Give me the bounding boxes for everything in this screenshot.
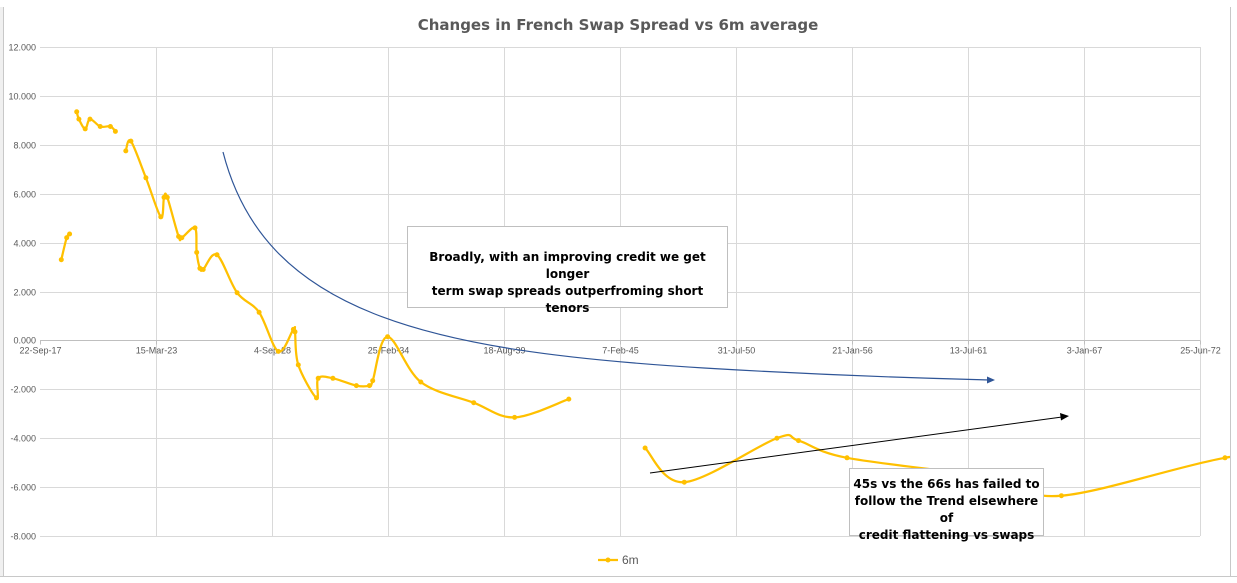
annotation-45s-line-2: follow the Trend elsewhere of: [854, 494, 1039, 525]
data-point[interactable]: [158, 214, 164, 220]
data-point[interactable]: [58, 257, 64, 263]
x-tick-label: 15-Mar-23: [136, 346, 178, 356]
x-tick-label: 13-Jul-61: [950, 346, 988, 356]
data-point[interactable]: [87, 116, 93, 122]
data-point[interactable]: [194, 249, 200, 255]
annotation-box-credit: Broadly, with an improving credit we get…: [407, 226, 728, 315]
data-point[interactable]: [123, 148, 129, 154]
annotation-45s-line-1: 45s vs the 66s has failed to: [853, 477, 1040, 491]
flattening-trend-arrowhead: [1060, 413, 1069, 421]
x-tick-label: 25-Feb-34: [368, 346, 410, 356]
legend-label-6m: 6m: [622, 553, 639, 567]
x-tick-label: 4-Sep-28: [254, 346, 291, 356]
trend-curve-arrowhead: [987, 376, 995, 384]
data-point[interactable]: [330, 375, 336, 381]
data-point[interactable]: [82, 126, 88, 132]
x-tick-label: 31-Jul-50: [718, 346, 756, 356]
y-tick-label: 4.000: [13, 239, 36, 249]
chart-area[interactable]: Changes in French Swap Spread vs 6m aver…: [4, 7, 1230, 576]
data-point[interactable]: [681, 479, 687, 485]
data-point[interactable]: [200, 267, 206, 272]
x-tick-label: 7-Feb-45: [602, 346, 639, 356]
improving-credit-trend-curve: [222, 151, 991, 381]
data-point[interactable]: [471, 400, 477, 406]
data-point[interactable]: [256, 309, 262, 315]
data-point[interactable]: [64, 235, 70, 241]
data-point[interactable]: [128, 138, 134, 144]
data-point[interactable]: [1222, 455, 1228, 461]
data-point[interactable]: [292, 329, 298, 335]
data-point[interactable]: [370, 378, 376, 384]
data-point[interactable]: [76, 116, 82, 122]
flattening-trend-arrow: [649, 416, 1063, 474]
data-point[interactable]: [192, 225, 198, 231]
annotation-45s-line-3: credit flattening vs swaps: [858, 528, 1035, 542]
y-tick-label: 12.000: [8, 43, 36, 53]
data-point[interactable]: [74, 109, 80, 115]
spreadsheet-left-column: [0, 7, 4, 576]
data-point[interactable]: [164, 194, 170, 200]
axis-layer: 12.000 10.000 8.000 6.000 4.000 2.000 0.000 -2.…: [8, 43, 1220, 542]
y-tick-label: -6.000: [10, 483, 36, 493]
data-point[interactable]: [385, 334, 391, 340]
x-tick-label: 22-Sep-17: [19, 346, 61, 356]
y-tick-label: 6.000: [13, 190, 36, 200]
trend-layer: [222, 151, 1069, 474]
data-point[interactable]: [214, 252, 220, 258]
data-point[interactable]: [353, 383, 359, 389]
data-point[interactable]: [315, 375, 321, 381]
x-tick-label: 25-Jun-72: [1180, 346, 1221, 356]
y-tick-label: 2.000: [13, 288, 36, 298]
data-point[interactable]: [112, 128, 118, 134]
data-point[interactable]: [774, 435, 780, 441]
data-point[interactable]: [796, 438, 801, 444]
annotation-credit-line-2: term swap spreads outperfroming short te…: [431, 284, 704, 315]
data-point[interactable]: [1058, 493, 1064, 499]
y-tick-label: -8.000: [10, 532, 36, 542]
data-point[interactable]: [234, 290, 240, 296]
y-tick-label: 8.000: [13, 141, 36, 151]
chart-title: Changes in French Swap Spread vs 6m aver…: [418, 16, 819, 34]
data-point[interactable]: [418, 379, 424, 385]
x-tick-label: 3-Jan-67: [1067, 346, 1103, 356]
legend[interactable]: 6m: [598, 553, 639, 567]
annotation-credit-line-1: Broadly, with an improving credit we get…: [429, 250, 706, 281]
spreadsheet-right-column: [1230, 7, 1237, 576]
data-point[interactable]: [107, 124, 113, 129]
data-point[interactable]: [295, 362, 301, 368]
data-point[interactable]: [97, 124, 103, 129]
data-point[interactable]: [844, 455, 850, 461]
legend-marker: [605, 557, 611, 563]
y-tick-label: -2.000: [10, 385, 36, 395]
data-point[interactable]: [366, 383, 372, 389]
data-point[interactable]: [314, 395, 319, 401]
data-point[interactable]: [275, 348, 281, 354]
data-point[interactable]: [642, 445, 648, 451]
annotation-box-45s-66s: 45s vs the 66s has failed to follow the …: [849, 468, 1044, 542]
x-tick-label: 18-Aug-39: [483, 346, 525, 356]
data-point[interactable]: [566, 396, 572, 402]
spreadsheet-bottom-row: [0, 576, 1237, 583]
x-tick-label: 21-Jan-56: [832, 346, 873, 356]
data-point[interactable]: [512, 414, 518, 420]
y-tick-label: 0.000: [13, 336, 36, 346]
y-tick-label: 10.000: [8, 92, 36, 102]
data-point[interactable]: [179, 235, 185, 241]
data-point[interactable]: [67, 231, 73, 237]
data-point[interactable]: [143, 175, 149, 181]
y-tick-label: -4.000: [10, 434, 36, 444]
